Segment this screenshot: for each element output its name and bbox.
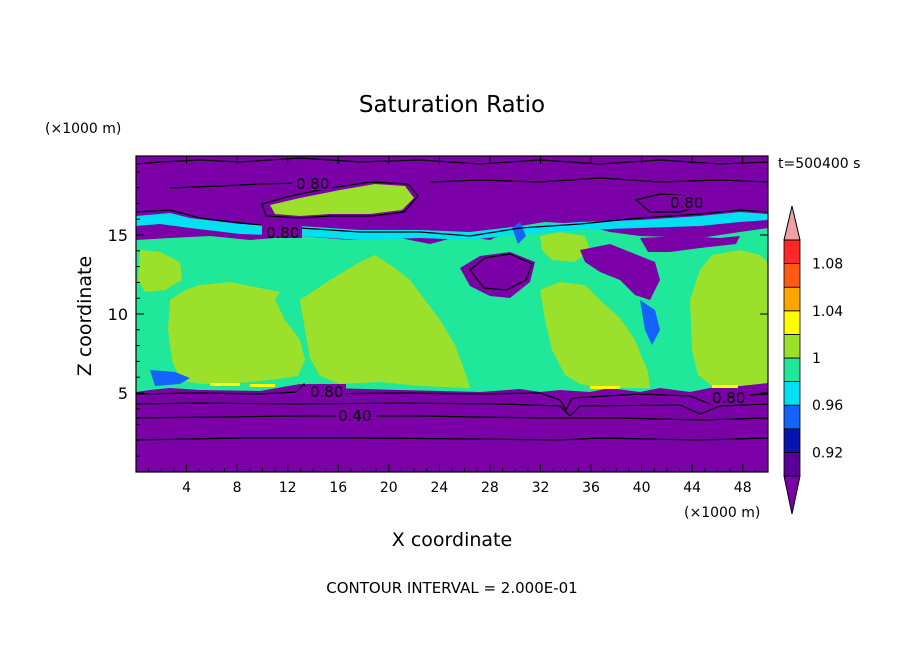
x-tick-label: 24	[430, 480, 448, 496]
supersat-region-4	[690, 250, 768, 386]
blue-edge-3	[512, 222, 526, 244]
supersat-region-6	[540, 232, 590, 262]
colorbar-over-triangle	[783, 205, 801, 241]
colorbar-label: 1.04	[812, 304, 843, 320]
contour-label: 0.80	[670, 194, 703, 212]
x-tick-label: 32	[532, 480, 550, 496]
chart-title: Saturation Ratio	[359, 92, 545, 118]
x-unit-label: (×1000 m)	[684, 505, 760, 521]
supersat-region-1	[168, 282, 305, 384]
yellow-strip-3	[590, 386, 620, 389]
yellow-strip-4	[712, 385, 738, 388]
contour-label: 0.80	[712, 389, 745, 407]
supersat-region-2	[300, 255, 470, 388]
colorbar-bin	[783, 239, 801, 265]
y-axis-ticks: 5 10 15	[108, 171, 768, 457]
y-axis-label: Z coordinate	[74, 256, 96, 376]
colorbar-label: 1.08	[812, 257, 843, 273]
x-tick-label: 36	[582, 480, 600, 496]
contour-top-2	[169, 182, 301, 189]
supersat-cloud-top	[270, 184, 414, 216]
contour-label: 0.40	[338, 407, 371, 425]
colorbar-label: 1	[812, 351, 821, 367]
contour-top-3	[429, 177, 768, 183]
x-tick-label: 44	[683, 480, 701, 496]
saturation-field: 0.80 0.80 0.80 0.80 0.80 0.40	[136, 156, 768, 472]
x-tick-label: 16	[329, 480, 347, 496]
colorbar-under-triangle	[783, 475, 801, 515]
colorbar-bin	[783, 357, 801, 383]
y-tick-label: 5	[118, 384, 128, 403]
contour-base-040	[136, 415, 768, 421]
x-tick-label: 4	[182, 480, 191, 496]
dry-intrusion-3	[640, 236, 740, 252]
time-label: t=500400 s	[778, 156, 860, 172]
x-tick-label: 48	[734, 480, 752, 496]
contour-label: 0.80	[266, 224, 299, 242]
y-tick-label: 10	[108, 305, 128, 324]
colorbar-bin	[783, 451, 801, 477]
colorbar-bin	[783, 286, 801, 312]
contour-base-080	[136, 383, 768, 412]
yellow-strip-1	[210, 383, 240, 386]
colorbar-label: 0.96	[812, 398, 843, 414]
x-tick-label: 40	[633, 480, 651, 496]
contour-lines	[136, 157, 768, 441]
dry-intrusion-2	[580, 244, 660, 300]
colorbar-bin	[783, 404, 801, 430]
supersat-region-3	[540, 282, 650, 388]
contour-label: 0.80	[296, 175, 329, 193]
x-tick-label: 28	[481, 480, 499, 496]
contour-base-060	[136, 402, 768, 417]
y-unit-label: (×1000 m)	[45, 121, 121, 137]
colorbar-bin	[783, 310, 801, 335]
contour-base-020	[136, 437, 768, 441]
colorbar: 0.92 0.96 1 1.04 1.08	[783, 205, 843, 515]
blue-edge-1	[150, 370, 190, 386]
contour-label: 0.80	[310, 383, 343, 401]
x-tick-label: 12	[279, 480, 297, 496]
contour-top-1	[136, 157, 768, 165]
contour-dry-1	[469, 253, 533, 291]
colorbar-bin	[783, 428, 801, 453]
footer-contour-interval: CONTOUR INTERVAL = 2.000E-01	[326, 579, 577, 597]
x-tick-label: 8	[233, 480, 242, 496]
supersat-region-5	[138, 250, 182, 292]
contour-label-group: 0.80 0.80 0.80 0.80 0.80 0.40	[262, 175, 750, 425]
colorbar-bin	[783, 263, 801, 288]
colorbar-bin	[783, 333, 801, 359]
y-tick-label: 15	[108, 226, 128, 245]
x-axis-label: X coordinate	[392, 529, 512, 551]
x-axis-ticks: 4 8 12 16 20 24 28 32 36 40 44 48	[148, 156, 756, 496]
colorbar-bin	[783, 381, 801, 406]
blue-edge-2	[640, 300, 660, 345]
x-tick-label: 20	[380, 480, 398, 496]
contour-upper-band	[136, 209, 768, 237]
colorbar-label: 0.92	[812, 445, 843, 461]
yellow-strip-2	[250, 384, 275, 387]
